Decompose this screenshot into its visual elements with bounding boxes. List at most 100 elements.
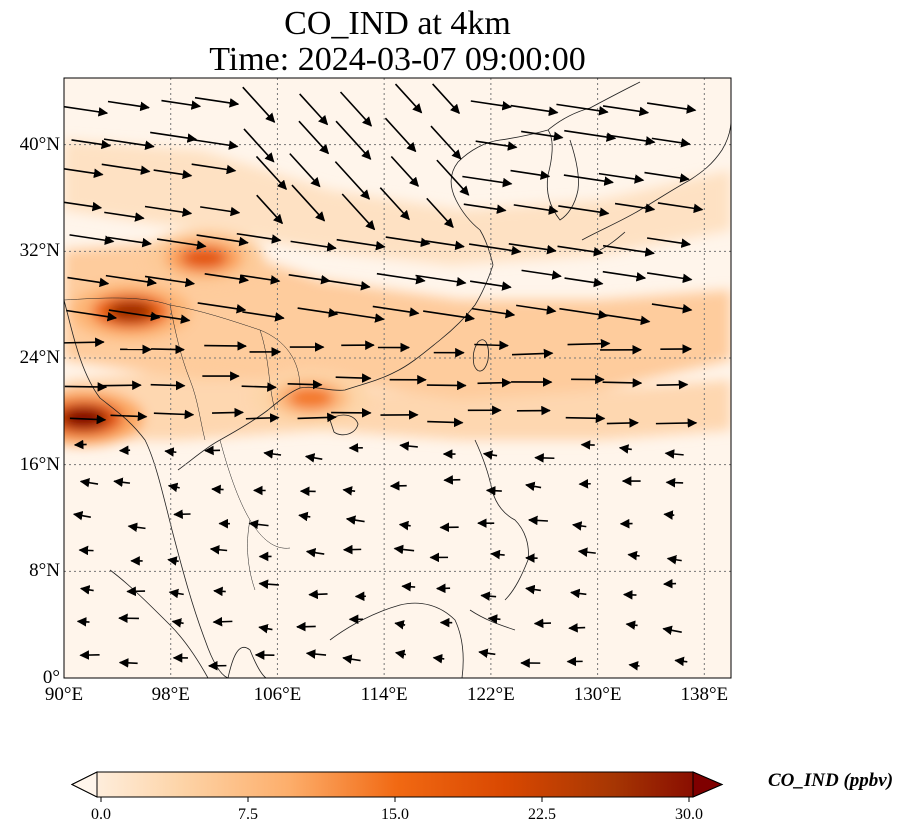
latitude-tick-label: 24°N bbox=[19, 347, 60, 368]
wind-vector-arrow bbox=[255, 155, 287, 190]
wind-vector-arrow bbox=[213, 586, 226, 597]
wind-vector-arrow bbox=[606, 134, 656, 146]
wind-vector-arrow bbox=[335, 373, 372, 383]
coastline-asia bbox=[64, 81, 641, 678]
wind-vector-arrow bbox=[107, 100, 150, 112]
wind-vector-arrow bbox=[118, 658, 138, 668]
co-hotspot bbox=[180, 247, 228, 269]
wind-vector-arrow bbox=[558, 205, 610, 217]
wind-vector-arrow bbox=[571, 521, 587, 531]
co-concentration-band bbox=[64, 370, 731, 440]
co-hotspot bbox=[287, 387, 335, 409]
wind-vector-arrow bbox=[651, 303, 693, 314]
colorbar-tick-label: 7.5 bbox=[238, 806, 258, 823]
wind-vector-arrow bbox=[168, 588, 184, 599]
latitude-tick-label: 0° bbox=[42, 667, 60, 688]
wind-vector-arrow bbox=[379, 187, 410, 221]
wind-vector-arrow bbox=[399, 441, 418, 451]
wind-vector-arrow bbox=[204, 341, 247, 351]
wind-vector-arrow bbox=[248, 519, 269, 530]
wind-vector-arrow bbox=[64, 167, 104, 179]
wind-vector-arrow bbox=[527, 515, 548, 526]
wind-vector-arrow bbox=[557, 245, 604, 257]
wind-vector-arrow bbox=[625, 620, 638, 630]
wind-vector-arrow bbox=[627, 550, 640, 561]
wind-vector-arrow bbox=[339, 91, 373, 127]
wind-vector-arrow bbox=[342, 486, 356, 496]
wind-vector-arrow bbox=[525, 584, 541, 595]
wind-vector-arrow bbox=[151, 344, 185, 355]
wind-vector-arrow bbox=[241, 382, 277, 392]
wind-vector-arrow bbox=[394, 620, 406, 630]
wind-vector-arrow bbox=[508, 243, 557, 255]
wind-vector-arrow bbox=[245, 413, 280, 423]
wind-vector-arrow bbox=[153, 409, 195, 420]
wind-vector-arrow bbox=[76, 617, 90, 627]
wind-vector-arrow bbox=[243, 128, 275, 163]
wind-vector-arrow bbox=[297, 412, 337, 423]
wind-vector-arrow bbox=[568, 623, 586, 633]
wind-vector-arrow bbox=[102, 380, 142, 391]
co-hotspot bbox=[107, 300, 155, 323]
wind-vector-arrow bbox=[534, 453, 555, 463]
wind-vector-arrow bbox=[153, 169, 193, 180]
colorbar-tick-label: 30.0 bbox=[675, 806, 703, 823]
wind-vector-arrow bbox=[603, 313, 651, 326]
latitude-tick-label: 40°N bbox=[19, 133, 60, 155]
colorbar-max-extension bbox=[692, 771, 724, 798]
wind-vector-arrow bbox=[71, 139, 112, 150]
longitude-tick-label: 114°E bbox=[360, 684, 408, 705]
wind-vector-arrow bbox=[393, 544, 415, 555]
wind-vector-arrow bbox=[191, 163, 237, 175]
wind-vector-arrow bbox=[242, 311, 285, 322]
wind-vector-arrow bbox=[297, 307, 339, 318]
wind-vector-arrow bbox=[644, 171, 690, 183]
wind-vector-arrow bbox=[478, 648, 496, 658]
wind-vector-arrow bbox=[289, 153, 321, 188]
wind-vector-arrow bbox=[256, 194, 284, 225]
wind-vector-arrow bbox=[477, 377, 512, 388]
wind-vector-arrow bbox=[211, 484, 224, 495]
longitude-tick-label: 122°E bbox=[467, 684, 515, 705]
wind-vector-arrow bbox=[662, 578, 677, 589]
wind-vector-arrow bbox=[196, 234, 249, 247]
wind-vector-arrow bbox=[618, 444, 632, 454]
wind-vector-arrow bbox=[427, 417, 464, 428]
wind-vector-arrow bbox=[64, 337, 105, 348]
wind-vector-arrow bbox=[425, 240, 465, 251]
wind-vector-arrow bbox=[666, 555, 682, 565]
wind-vector-arrow bbox=[167, 556, 179, 566]
wind-vector-arrow bbox=[426, 197, 454, 229]
wind-vector-arrow bbox=[236, 232, 282, 244]
wind-vector-arrow bbox=[606, 418, 639, 428]
gridlines bbox=[64, 78, 731, 678]
title-time: Time: 2024-03-07 09:00:00 bbox=[209, 41, 586, 78]
wind-vector-arrow bbox=[104, 211, 145, 222]
wind-vector-arrow bbox=[651, 137, 691, 148]
wind-vector-arrow bbox=[521, 130, 564, 142]
latitude-tick-label: 32°N bbox=[19, 240, 60, 262]
latitude-tick-label: 16°N bbox=[19, 453, 60, 475]
wind-vector-arrow bbox=[335, 311, 385, 323]
wind-vector-arrow bbox=[240, 274, 281, 285]
wind-vector-arrow bbox=[204, 273, 250, 284]
wind-vector-arrow bbox=[394, 649, 406, 660]
wind-vector-arrow bbox=[64, 382, 108, 392]
wind-vector-arrow bbox=[110, 411, 148, 422]
wind-vector-arrow bbox=[430, 125, 462, 160]
wind-vector-arrow bbox=[598, 172, 645, 184]
wind-vector-arrow bbox=[305, 649, 327, 659]
wind-vector-arrow bbox=[79, 477, 99, 488]
wind-vector-arrow bbox=[521, 269, 562, 280]
longitude-tick-label: 106°E bbox=[253, 684, 302, 705]
wind-vector-arrow bbox=[103, 138, 155, 151]
wind-vector-arrow bbox=[647, 102, 697, 114]
wind-vector-arrow bbox=[298, 511, 311, 522]
wind-vector-arrow bbox=[415, 274, 467, 287]
wind-vector-arrow bbox=[511, 348, 554, 359]
wind-vector-arrow bbox=[150, 131, 198, 143]
wind-vector-arrow bbox=[525, 481, 542, 492]
wind-vector-arrow bbox=[436, 159, 470, 196]
wind-vector-arrow bbox=[212, 616, 233, 627]
wind-vector-arrow bbox=[212, 407, 244, 418]
